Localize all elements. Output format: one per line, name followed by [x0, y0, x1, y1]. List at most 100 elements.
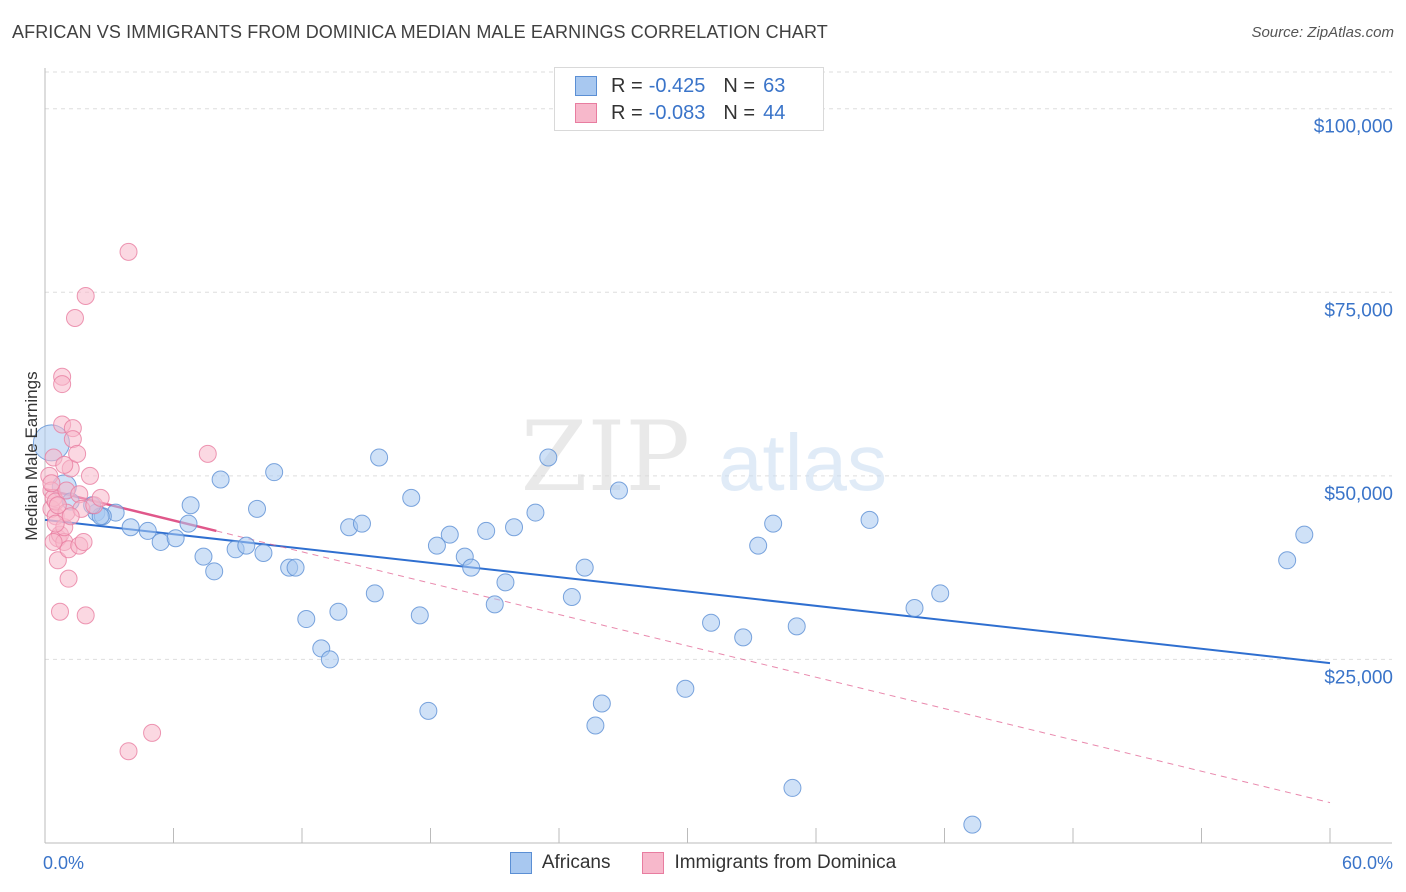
- legend-r-value: -0.425: [648, 74, 706, 97]
- point-africans: [121, 518, 140, 537]
- gridlines: [45, 71, 1392, 660]
- point-africans: [586, 716, 605, 735]
- trend-line-africans: [44, 518, 1331, 665]
- point-africans: [211, 470, 230, 489]
- y-tick-label: $75,000: [1324, 300, 1393, 321]
- point-dominica: [68, 444, 87, 463]
- point-africans: [539, 448, 558, 467]
- point-africans: [592, 694, 611, 713]
- point-dominica: [198, 444, 217, 463]
- legend-row-africans: R = -0.425 N = 63: [575, 73, 785, 99]
- x-tick-label: 60.0%: [1342, 853, 1393, 873]
- legend-r-value: -0.083: [648, 101, 706, 124]
- point-africans: [860, 510, 879, 529]
- point-africans: [194, 547, 213, 566]
- point-africans: [609, 481, 628, 500]
- point-africans: [783, 778, 802, 797]
- point-africans: [931, 584, 950, 603]
- legend-swatch-dominica: [575, 103, 597, 123]
- legend-n-label: N =: [723, 74, 756, 97]
- y-tick-label: $100,000: [1314, 117, 1393, 138]
- point-africans: [477, 521, 496, 540]
- point-dominica: [42, 474, 61, 493]
- point-africans: [151, 532, 170, 551]
- point-dominica: [76, 286, 95, 305]
- point-dominica: [61, 507, 80, 526]
- point-africans: [365, 584, 384, 603]
- point-dominica: [55, 455, 74, 474]
- point-africans: [138, 521, 157, 540]
- y-tick-label: $50,000: [1324, 484, 1393, 505]
- point-africans: [286, 558, 305, 577]
- watermark-atlas: atlas: [718, 418, 887, 507]
- point-africans: [179, 514, 198, 533]
- point-africans: [402, 488, 421, 507]
- point-africans: [575, 558, 594, 577]
- legend-item-africans[interactable]: Africans: [509, 852, 611, 874]
- stats-legend: R = -0.425 N = 63 R = -0.083 N = 44: [554, 67, 824, 131]
- legend-swatch-africans: [575, 76, 597, 96]
- point-dominica: [80, 466, 99, 485]
- scatter-points: [32, 242, 1314, 834]
- x-tick-label: 0.0%: [43, 853, 84, 873]
- point-dominica: [59, 569, 78, 588]
- point-africans: [419, 701, 438, 720]
- trend-lines: [44, 487, 1331, 804]
- point-africans: [764, 514, 783, 533]
- point-africans: [320, 650, 339, 669]
- watermark: ZIP atlas: [521, 401, 887, 513]
- point-africans: [1278, 551, 1297, 570]
- point-dominica: [91, 488, 110, 507]
- point-dominica: [48, 496, 67, 515]
- point-dominica: [119, 742, 138, 761]
- point-africans: [166, 529, 185, 548]
- point-africans: [297, 610, 316, 629]
- point-africans: [505, 518, 524, 537]
- legend-label-dominica: Immigrants from Dominica: [674, 852, 897, 873]
- point-dominica: [53, 375, 72, 394]
- legend-row-dominica: R = -0.083 N = 44: [575, 100, 785, 126]
- point-dominica: [44, 532, 63, 551]
- point-africans: [265, 463, 284, 482]
- legend-n-value: 44: [763, 101, 786, 124]
- legend-r-label: R =: [611, 101, 643, 124]
- point-africans: [734, 628, 753, 647]
- legend-label-africans: Africans: [541, 852, 611, 873]
- legend-swatch-africans: [509, 852, 532, 874]
- point-africans: [427, 536, 446, 555]
- point-africans: [787, 617, 806, 636]
- point-africans: [562, 588, 581, 607]
- point-africans: [329, 602, 348, 621]
- point-africans: [526, 503, 545, 522]
- source-label: Source: ZipAtlas.com: [1251, 24, 1394, 41]
- point-dominica: [143, 723, 162, 742]
- point-dominica: [119, 242, 138, 261]
- point-africans: [237, 536, 256, 555]
- point-africans: [410, 606, 429, 625]
- point-africans: [248, 499, 267, 518]
- series-legend: Africans Immigrants from Dominica: [0, 852, 1406, 874]
- point-africans: [963, 815, 982, 834]
- point-africans: [370, 448, 389, 467]
- point-africans: [676, 679, 695, 698]
- axis-labels: $25,000 $50,000 $75,000 $100,000 0.0% 60.0% Me…: [22, 117, 1393, 873]
- point-africans: [905, 599, 924, 618]
- legend-swatch-dominica: [642, 852, 665, 874]
- point-africans: [181, 496, 200, 515]
- point-dominica: [65, 308, 84, 327]
- point-africans: [702, 613, 721, 632]
- point-africans: [749, 536, 768, 555]
- legend-n-label: N =: [723, 101, 756, 124]
- y-axis-label: Median Male Earnings: [22, 371, 41, 540]
- point-dominica: [74, 532, 93, 551]
- legend-n-value: 63: [763, 74, 786, 97]
- point-dominica: [50, 602, 69, 621]
- point-africans: [440, 525, 459, 544]
- point-africans: [352, 514, 371, 533]
- legend-item-dominica[interactable]: Immigrants from Dominica: [642, 852, 896, 874]
- point-dominica: [48, 551, 67, 570]
- point-dominica: [46, 514, 65, 533]
- point-africans: [485, 595, 504, 614]
- point-africans: [254, 543, 273, 562]
